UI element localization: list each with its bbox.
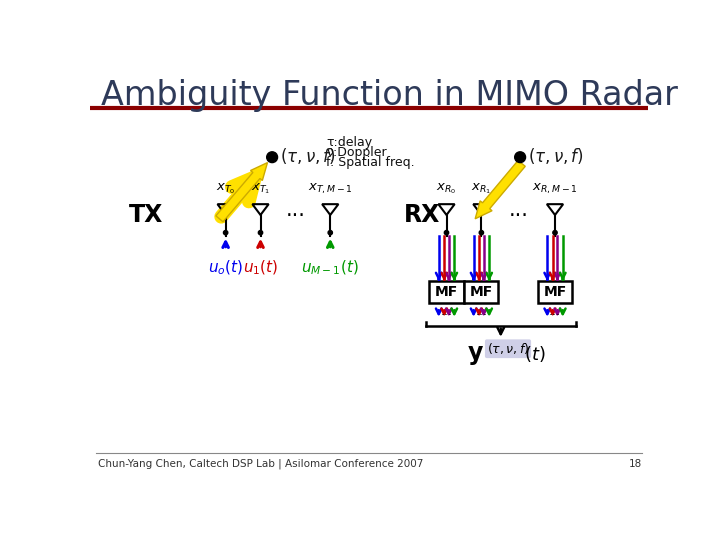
Text: TX: TX — [129, 203, 163, 227]
Text: $u_o(t)$: $u_o(t)$ — [208, 259, 243, 277]
Circle shape — [480, 231, 484, 235]
Text: $(\tau,\nu,f)$: $(\tau,\nu,f)$ — [280, 146, 336, 166]
Text: RX: RX — [404, 203, 440, 227]
Text: $(\tau,\nu,f)$: $(\tau,\nu,f)$ — [528, 146, 584, 166]
Text: $x_{T_1}$: $x_{T_1}$ — [251, 181, 270, 195]
Text: 18: 18 — [629, 458, 642, 469]
Circle shape — [223, 231, 228, 235]
Circle shape — [266, 152, 277, 163]
Text: $\mathbf{y}$: $\mathbf{y}$ — [467, 343, 484, 367]
Text: Ambiguity Function in MIMO Radar: Ambiguity Function in MIMO Radar — [101, 79, 678, 112]
Text: ...: ... — [549, 305, 561, 318]
Text: ...: ... — [285, 200, 305, 220]
FancyBboxPatch shape — [429, 281, 464, 303]
Text: MF: MF — [435, 285, 458, 299]
Text: Chun-Yang Chen, Caltech DSP Lab | Asilomar Conference 2007: Chun-Yang Chen, Caltech DSP Lab | Asilom… — [98, 458, 423, 469]
Text: $x_{T,M-1}$: $x_{T,M-1}$ — [307, 181, 353, 195]
Polygon shape — [216, 163, 267, 222]
Text: $x_{R_1}$: $x_{R_1}$ — [472, 181, 492, 195]
Polygon shape — [475, 160, 526, 219]
Text: $u_1(t)$: $u_1(t)$ — [243, 259, 278, 277]
Text: ν:Doppler: ν:Doppler — [326, 146, 387, 159]
Circle shape — [258, 231, 263, 235]
Text: $x_{R_0}$: $x_{R_0}$ — [436, 181, 456, 195]
Text: $u_{M-1}(t)$: $u_{M-1}(t)$ — [302, 259, 359, 277]
Text: MF: MF — [469, 285, 493, 299]
FancyBboxPatch shape — [464, 281, 498, 303]
Text: ...: ... — [441, 305, 452, 318]
FancyBboxPatch shape — [538, 281, 572, 303]
Text: MF: MF — [544, 285, 567, 299]
Text: ...: ... — [508, 200, 528, 220]
Text: ...: ... — [475, 305, 487, 318]
Text: $(t)$: $(t)$ — [524, 343, 546, 363]
Text: $(\tau,\nu,f)$: $(\tau,\nu,f)$ — [487, 341, 529, 356]
Text: τ:delay: τ:delay — [326, 137, 372, 150]
Circle shape — [553, 231, 557, 235]
Circle shape — [444, 231, 449, 235]
Text: $x_{T_0}$: $x_{T_0}$ — [216, 181, 235, 195]
Text: f: Spatial freq.: f: Spatial freq. — [326, 157, 415, 170]
Text: $x_{R,M-1}$: $x_{R,M-1}$ — [532, 181, 578, 195]
Circle shape — [515, 152, 526, 163]
Circle shape — [328, 231, 333, 235]
